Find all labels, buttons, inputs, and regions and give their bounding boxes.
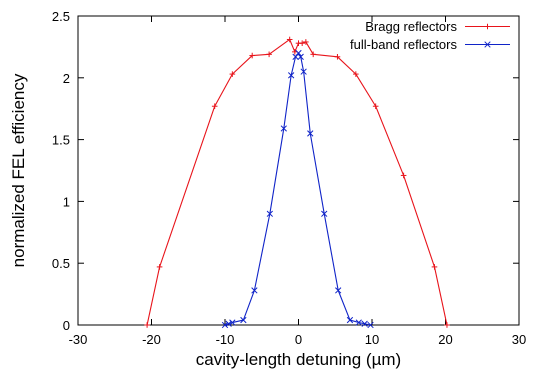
legend-label-bragg: Bragg reflectors: [365, 19, 457, 34]
x-tick-label: -30: [69, 332, 88, 347]
series-layer: [144, 36, 450, 329]
data-point-0: [299, 40, 305, 46]
y-tick-label: 1.5: [52, 133, 70, 148]
data-point-1: [335, 287, 342, 294]
data-point-0: [211, 103, 218, 110]
y-tick-label: 0: [63, 318, 70, 333]
data-point-1: [229, 319, 236, 326]
data-point-0: [303, 39, 309, 45]
legend-marker-fullband: [484, 41, 491, 48]
data-point-1: [346, 316, 354, 324]
data-point-0: [444, 322, 450, 328]
data-point-1: [292, 53, 299, 60]
data-point-1: [307, 130, 314, 137]
data-point-0: [156, 264, 163, 270]
legend-marker-symbol: [484, 41, 491, 48]
data-point-0: [310, 51, 316, 58]
x-tick-label: 30: [512, 332, 526, 347]
data-point-0: [229, 71, 236, 77]
data-point-0: [334, 53, 341, 60]
y-tick-label: 1: [63, 194, 70, 209]
axis-ticks: [77, 15, 520, 326]
x-tick-label: -20: [142, 332, 161, 347]
x-tick-label: -10: [216, 332, 235, 347]
y-tick-label: 0.5: [52, 256, 70, 271]
data-point-1: [280, 125, 287, 132]
x-tick-labels: -30 -20 -10 0 10 20 30: [69, 332, 527, 347]
y-tick-label: 2: [63, 71, 70, 86]
data-point-1: [221, 321, 229, 329]
data-point-1: [361, 320, 368, 327]
data-point-1: [266, 210, 273, 217]
data-point-1: [240, 316, 247, 324]
x-tick-label: 20: [438, 332, 452, 347]
data-point-0: [286, 36, 293, 43]
x-tick-label: 10: [365, 332, 379, 347]
data-point-1: [295, 49, 302, 57]
x-axis-title: cavity-length detuning (µm): [196, 350, 401, 369]
legend-marker-symbol: [484, 23, 491, 30]
data-point-1: [300, 68, 307, 75]
data-point-0: [400, 172, 407, 179]
legend: Bragg reflectors full-band reflectors: [350, 19, 510, 52]
data-point-0: [353, 71, 359, 77]
data-point-0: [266, 51, 272, 58]
series-line-0: [146, 38, 448, 326]
y-tick-labels: 0 0.5 1 1.5 2 2.5: [52, 9, 70, 333]
plot-frame: [77, 15, 520, 326]
data-point-0: [144, 322, 150, 328]
data-point-1: [225, 320, 232, 327]
data-point-1: [367, 321, 374, 329]
legend-label-fullband: full-band reflectors: [350, 37, 457, 52]
series-line-1: [224, 52, 371, 326]
x-tick-label: 0: [295, 332, 302, 347]
legend-marker-bragg: [484, 23, 491, 30]
data-point-0: [431, 264, 438, 270]
data-point-0: [249, 52, 255, 59]
data-point-1: [355, 319, 362, 326]
y-tick-label: 2.5: [52, 9, 70, 24]
data-point-1: [321, 210, 328, 217]
y-axis-title: normalized FEL efficiency: [9, 73, 28, 267]
data-point-1: [251, 287, 258, 294]
data-point-0: [372, 103, 379, 110]
data-point-1: [297, 53, 304, 60]
data-point-1: [287, 72, 295, 79]
